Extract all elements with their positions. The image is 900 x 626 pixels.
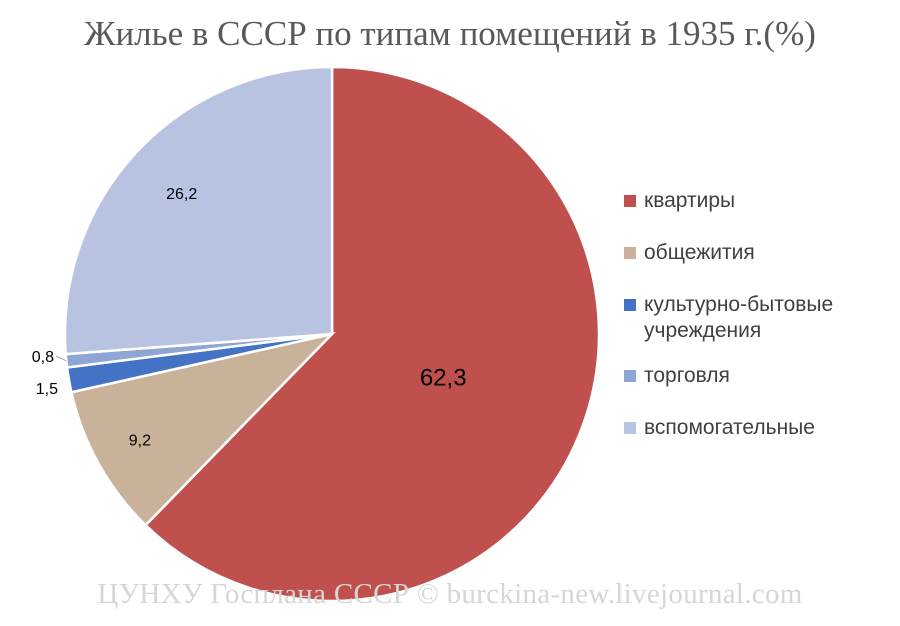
chart-title: Жилье в СССР по типам помещений в 1935 г… [84,14,816,53]
data-label-cultural: 1,5 [36,381,58,398]
data-label-apartments: 62,3 [420,365,467,392]
data-label-auxiliary: 26,2 [166,186,197,203]
pie-slice-apartments [143,65,601,603]
legend-label-auxiliary: вспомогательные [644,416,815,439]
legend-item-dormitories: общежития [624,240,884,266]
legend-item-trade: торговля [624,363,884,389]
legend-item-cultural: культурно-бытовые учреждения [624,292,884,344]
legend-swatch-cultural [624,299,636,311]
legend-label-trade: торговля [644,364,730,387]
pie-slice-auxiliary [63,65,334,356]
data-label-trade: 0,8 [32,349,54,366]
legend-swatch-trade [624,370,636,382]
leader-line-trade [55,355,67,362]
legend-item-apartments: квартиры [624,188,884,214]
legend-label-dormitories: общежития [644,241,755,264]
legend-swatch-auxiliary [624,422,636,434]
legend: квартиры общежития культурно-бытовые учр… [624,188,884,467]
pie-slice-dormitories [69,331,336,527]
legend-item-auxiliary: вспомогательные [624,415,884,441]
legend-swatch-dormitories [624,247,636,259]
legend-label-cultural: культурно-бытовые учреждения [644,293,834,342]
data-label-dormitories: 9,2 [129,432,151,449]
legend-swatch-apartments [624,195,636,207]
watermark: ЦУНХУ Госплана СССР © burckina-new.livej… [97,578,803,610]
legend-label-apartments: квартиры [644,189,736,212]
